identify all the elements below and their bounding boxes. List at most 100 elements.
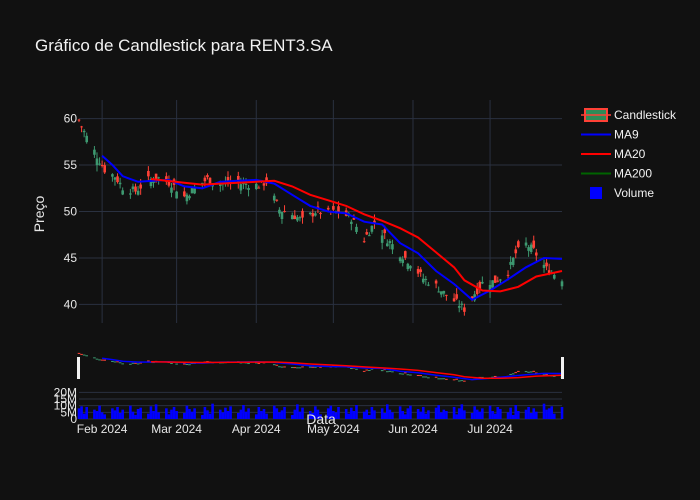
candle-body [419,269,422,272]
candle-body [85,135,89,143]
candle [409,265,412,272]
legend[interactable]: Candlestick MA9 MA20 MA200 Volume [581,108,677,200]
candle [193,184,196,195]
legend-item[interactable]: MA9 [581,128,639,142]
mini-candle [113,361,117,363]
legend-item[interactable]: Candlestick [581,108,677,122]
candle-body [308,212,312,214]
candle [165,172,168,185]
candle [116,173,119,184]
range-slider-left-handle[interactable] [77,357,80,379]
mini-candle [398,373,402,375]
volume-bar [308,411,312,419]
candle [272,193,276,204]
candle [175,191,178,199]
volume-bar [370,407,374,419]
x-tick-label: Jul 2024 [467,422,513,436]
volume-bar [136,409,140,419]
candle [532,235,536,250]
candle-body [82,130,86,133]
candle-body [98,163,101,165]
mini-ma20-line [150,360,563,380]
candle-body [452,298,456,302]
candle [434,279,438,289]
mini-candle [111,360,114,362]
volume-tick-label: 15M [54,392,77,406]
candle [275,199,279,202]
candle-body [478,281,482,289]
volume-bar [532,408,536,419]
x-axis: Feb 2024 Mar 2024 Apr 2024 May 2024 Jun 2024… [77,422,513,436]
candle [278,207,281,217]
candle-body [496,280,500,282]
candle [517,239,520,249]
legend-label: Candlestick [614,108,677,122]
volume-bar [221,412,225,419]
candle-body [560,281,564,287]
mini-candle [244,362,248,364]
candle-body [203,177,207,182]
candle-body [80,126,83,128]
candle [298,215,302,222]
volume-bar [290,415,294,419]
candle [499,278,502,284]
candle-body [298,217,302,219]
mini-candle [139,362,142,364]
candle [524,237,528,248]
volume-bar [147,413,150,419]
volume-bar [262,409,266,419]
x-tick-label: Mar 2024 [151,422,202,436]
legend-item[interactable]: MA200 [581,167,652,181]
mini-candle [380,370,384,372]
candle-body [311,213,315,217]
volume-bar [278,412,281,419]
candle [85,132,89,144]
volume-bar [319,414,322,419]
candle-body [403,251,407,258]
volume-bar [280,410,284,419]
volume-bar [344,409,348,419]
candle [93,146,96,158]
mini-candle [401,373,405,375]
candle-body [373,220,376,224]
candle [113,176,117,186]
mini-candle [93,357,96,359]
candle [350,219,353,231]
mini-candle [170,362,173,364]
range-slider[interactable] [77,352,564,382]
candle [542,259,546,273]
candle [403,250,407,261]
volume-bar [219,409,222,419]
candle [529,242,533,255]
candle [183,185,186,198]
candle-body [100,164,104,166]
legend-item[interactable]: MA20 [581,147,646,161]
candle-body [527,247,530,251]
mini-candle [272,364,276,366]
candle-body [532,240,536,248]
range-slider-right-handle[interactable] [561,357,564,379]
volume-bar [275,408,279,419]
candle [226,171,230,187]
volume-bar [547,408,551,419]
candle-body [193,187,196,194]
candle [247,184,250,197]
candle-body [481,281,484,284]
mini-candle [527,371,530,373]
volume-bar [224,407,227,419]
legend-item[interactable]: Volume [590,186,654,200]
candle-body [391,244,394,250]
volume-tick-label: 5M [60,405,77,419]
candle [82,128,86,138]
mini-candle [103,359,106,361]
candle-body [103,165,106,173]
candle [296,214,299,223]
ma9-line [101,155,563,302]
candle-body [175,191,178,199]
mini-candle [424,376,428,378]
x-tick-label: Feb 2024 [77,422,128,436]
candle-body [236,175,240,184]
mini-candle [95,358,99,360]
volume-bar [167,414,171,419]
candle-body [319,212,322,215]
